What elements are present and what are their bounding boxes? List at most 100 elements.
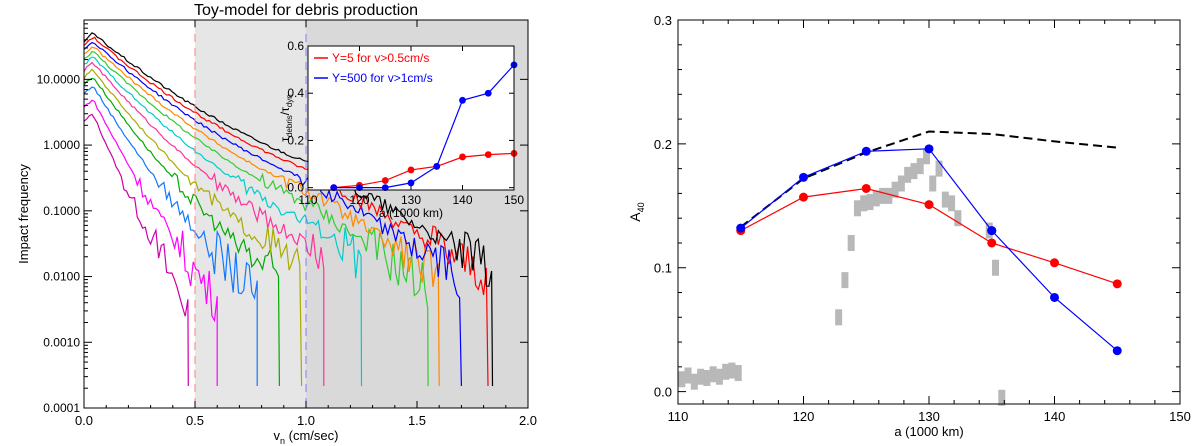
inset-x-tick-label: 150 <box>504 193 524 207</box>
y-tick-label: 0.0001 <box>43 401 80 415</box>
inset-point-1 <box>484 89 492 97</box>
y-tick-label: 0.1000 <box>43 204 80 218</box>
inset-chart: 110 120 130 140 150 0.0 0.2 0.4 0.6 Y=5 for v>0.… <box>278 39 524 220</box>
observation-mark <box>891 181 899 198</box>
curve-s8 <box>83 50 429 387</box>
right-x-tick-label: 130 <box>918 409 940 424</box>
inset-y-axis-label: τdebris/τdyn <box>278 94 294 142</box>
observation-mark <box>722 363 730 380</box>
inset-axis-ticks: 110 120 130 140 150 0.0 0.2 0.4 0.6 <box>287 39 524 207</box>
observation-mark <box>835 309 843 326</box>
observation-mark <box>853 200 861 217</box>
observation-mark <box>954 210 962 227</box>
series-point-red <box>924 200 934 210</box>
y-tick-label: 10.0000 <box>37 72 81 86</box>
right-axis-ticks: 110 120 130 140 150 0.0 0.1 0.2 0.3 <box>654 13 1191 424</box>
series-point-red <box>799 192 808 202</box>
curve-s3 <box>83 86 258 386</box>
y-tick-label: 1.0000 <box>43 138 80 152</box>
observation-mark <box>860 195 868 212</box>
inset-point-1 <box>407 179 415 187</box>
observation-mark <box>904 166 912 183</box>
observation-mark <box>885 187 893 204</box>
right-y-tick-label: 0.3 <box>654 13 672 28</box>
inset-x-tick-label: 130 <box>401 193 421 207</box>
y-tick-label: 0.0100 <box>43 270 80 284</box>
curve-s5 <box>83 68 303 387</box>
curve-s7 <box>83 56 363 387</box>
inset-line-1 <box>333 64 515 189</box>
inset-point-1 <box>381 184 389 192</box>
series-line-dashed <box>740 130 1118 228</box>
observation-mark <box>992 259 1000 276</box>
observation-mark <box>847 234 855 251</box>
legend-label: Y=5 for v>0.5cm/s <box>332 51 429 65</box>
left-y-axis-label: Impact frequency <box>16 164 31 264</box>
curve-s6 <box>83 61 325 386</box>
right-y-tick-label: 0.1 <box>654 261 672 276</box>
curve-s1 <box>83 113 189 387</box>
observation-mark <box>998 389 1006 406</box>
right-y-axis-label: A40 <box>627 202 646 221</box>
inset-point-0 <box>459 153 466 161</box>
impact-frequency-curves <box>83 32 494 387</box>
observation-mark <box>709 366 717 383</box>
curve-s11 <box>83 36 489 387</box>
series-point-blue-ext <box>1050 292 1059 302</box>
left-x-axis-label: vn (cm/sec) <box>274 428 339 446</box>
curve-s4 <box>83 77 280 387</box>
x-tick-label: 0.5 <box>186 413 204 428</box>
observation-mark <box>922 148 930 165</box>
right-x-tick-label: 150 <box>1169 409 1191 424</box>
inset-point-0 <box>484 151 492 158</box>
observation-mark <box>841 272 849 289</box>
inset-x-axis-label: a (1000 km) <box>379 206 443 220</box>
observation-mark <box>684 367 692 384</box>
x-tick-label: 0.0 <box>75 413 93 428</box>
right-plot-frame <box>677 19 1181 405</box>
inset-point-1 <box>433 162 441 170</box>
observed-profile <box>678 148 1006 406</box>
model-series <box>736 130 1122 356</box>
curve-s2 <box>83 99 218 386</box>
series-point-blue <box>799 172 808 182</box>
series-point-red <box>861 183 871 193</box>
curve-s10 <box>83 41 462 387</box>
right-y-tick-label: 0.2 <box>654 137 672 152</box>
observation-mark <box>690 373 698 390</box>
observation-mark <box>897 175 905 192</box>
legend-label: Y=500 for v>1cm/s <box>332 71 433 85</box>
series-point-blue <box>736 223 746 233</box>
observation-mark <box>728 362 736 379</box>
series-point-red <box>1112 279 1122 289</box>
inset-y-tick-label: 0.0 <box>287 181 304 195</box>
inset-x-tick-label: 110 <box>298 193 317 207</box>
series-point-blue <box>924 144 934 154</box>
x-tick-label: 1.0 <box>297 413 315 428</box>
inset-point-1 <box>330 184 338 192</box>
series-point-red <box>987 238 997 248</box>
observation-mark <box>948 195 956 212</box>
inset-legend: Y=5 for v>0.5cm/s Y=500 for v>1cm/s <box>314 51 433 85</box>
observation-mark <box>879 187 887 204</box>
x-tick-label: 2.0 <box>519 413 537 428</box>
inset-x-tick-label: 120 <box>349 193 369 207</box>
right-x-tick-label: 120 <box>793 409 815 424</box>
y-tick-label: 0.0010 <box>43 335 80 349</box>
series-point-blue-ext <box>987 226 997 236</box>
observation-mark <box>866 194 874 211</box>
observation-mark <box>916 158 924 175</box>
curve-s9 <box>83 46 440 387</box>
right-y-tick-label: 0.0 <box>654 385 672 400</box>
observation-mark <box>697 368 705 385</box>
threshold-lines <box>194 20 307 408</box>
inset-point-1 <box>459 96 466 104</box>
inset-background <box>308 46 514 190</box>
observation-mark <box>910 163 918 180</box>
inset-y-tick-label: 0.4 <box>287 86 304 100</box>
observation-mark <box>734 365 742 382</box>
left-chart-title: Toy-model for debris production <box>194 2 418 19</box>
observation-mark <box>929 175 937 192</box>
inset-line-0 <box>333 152 515 189</box>
